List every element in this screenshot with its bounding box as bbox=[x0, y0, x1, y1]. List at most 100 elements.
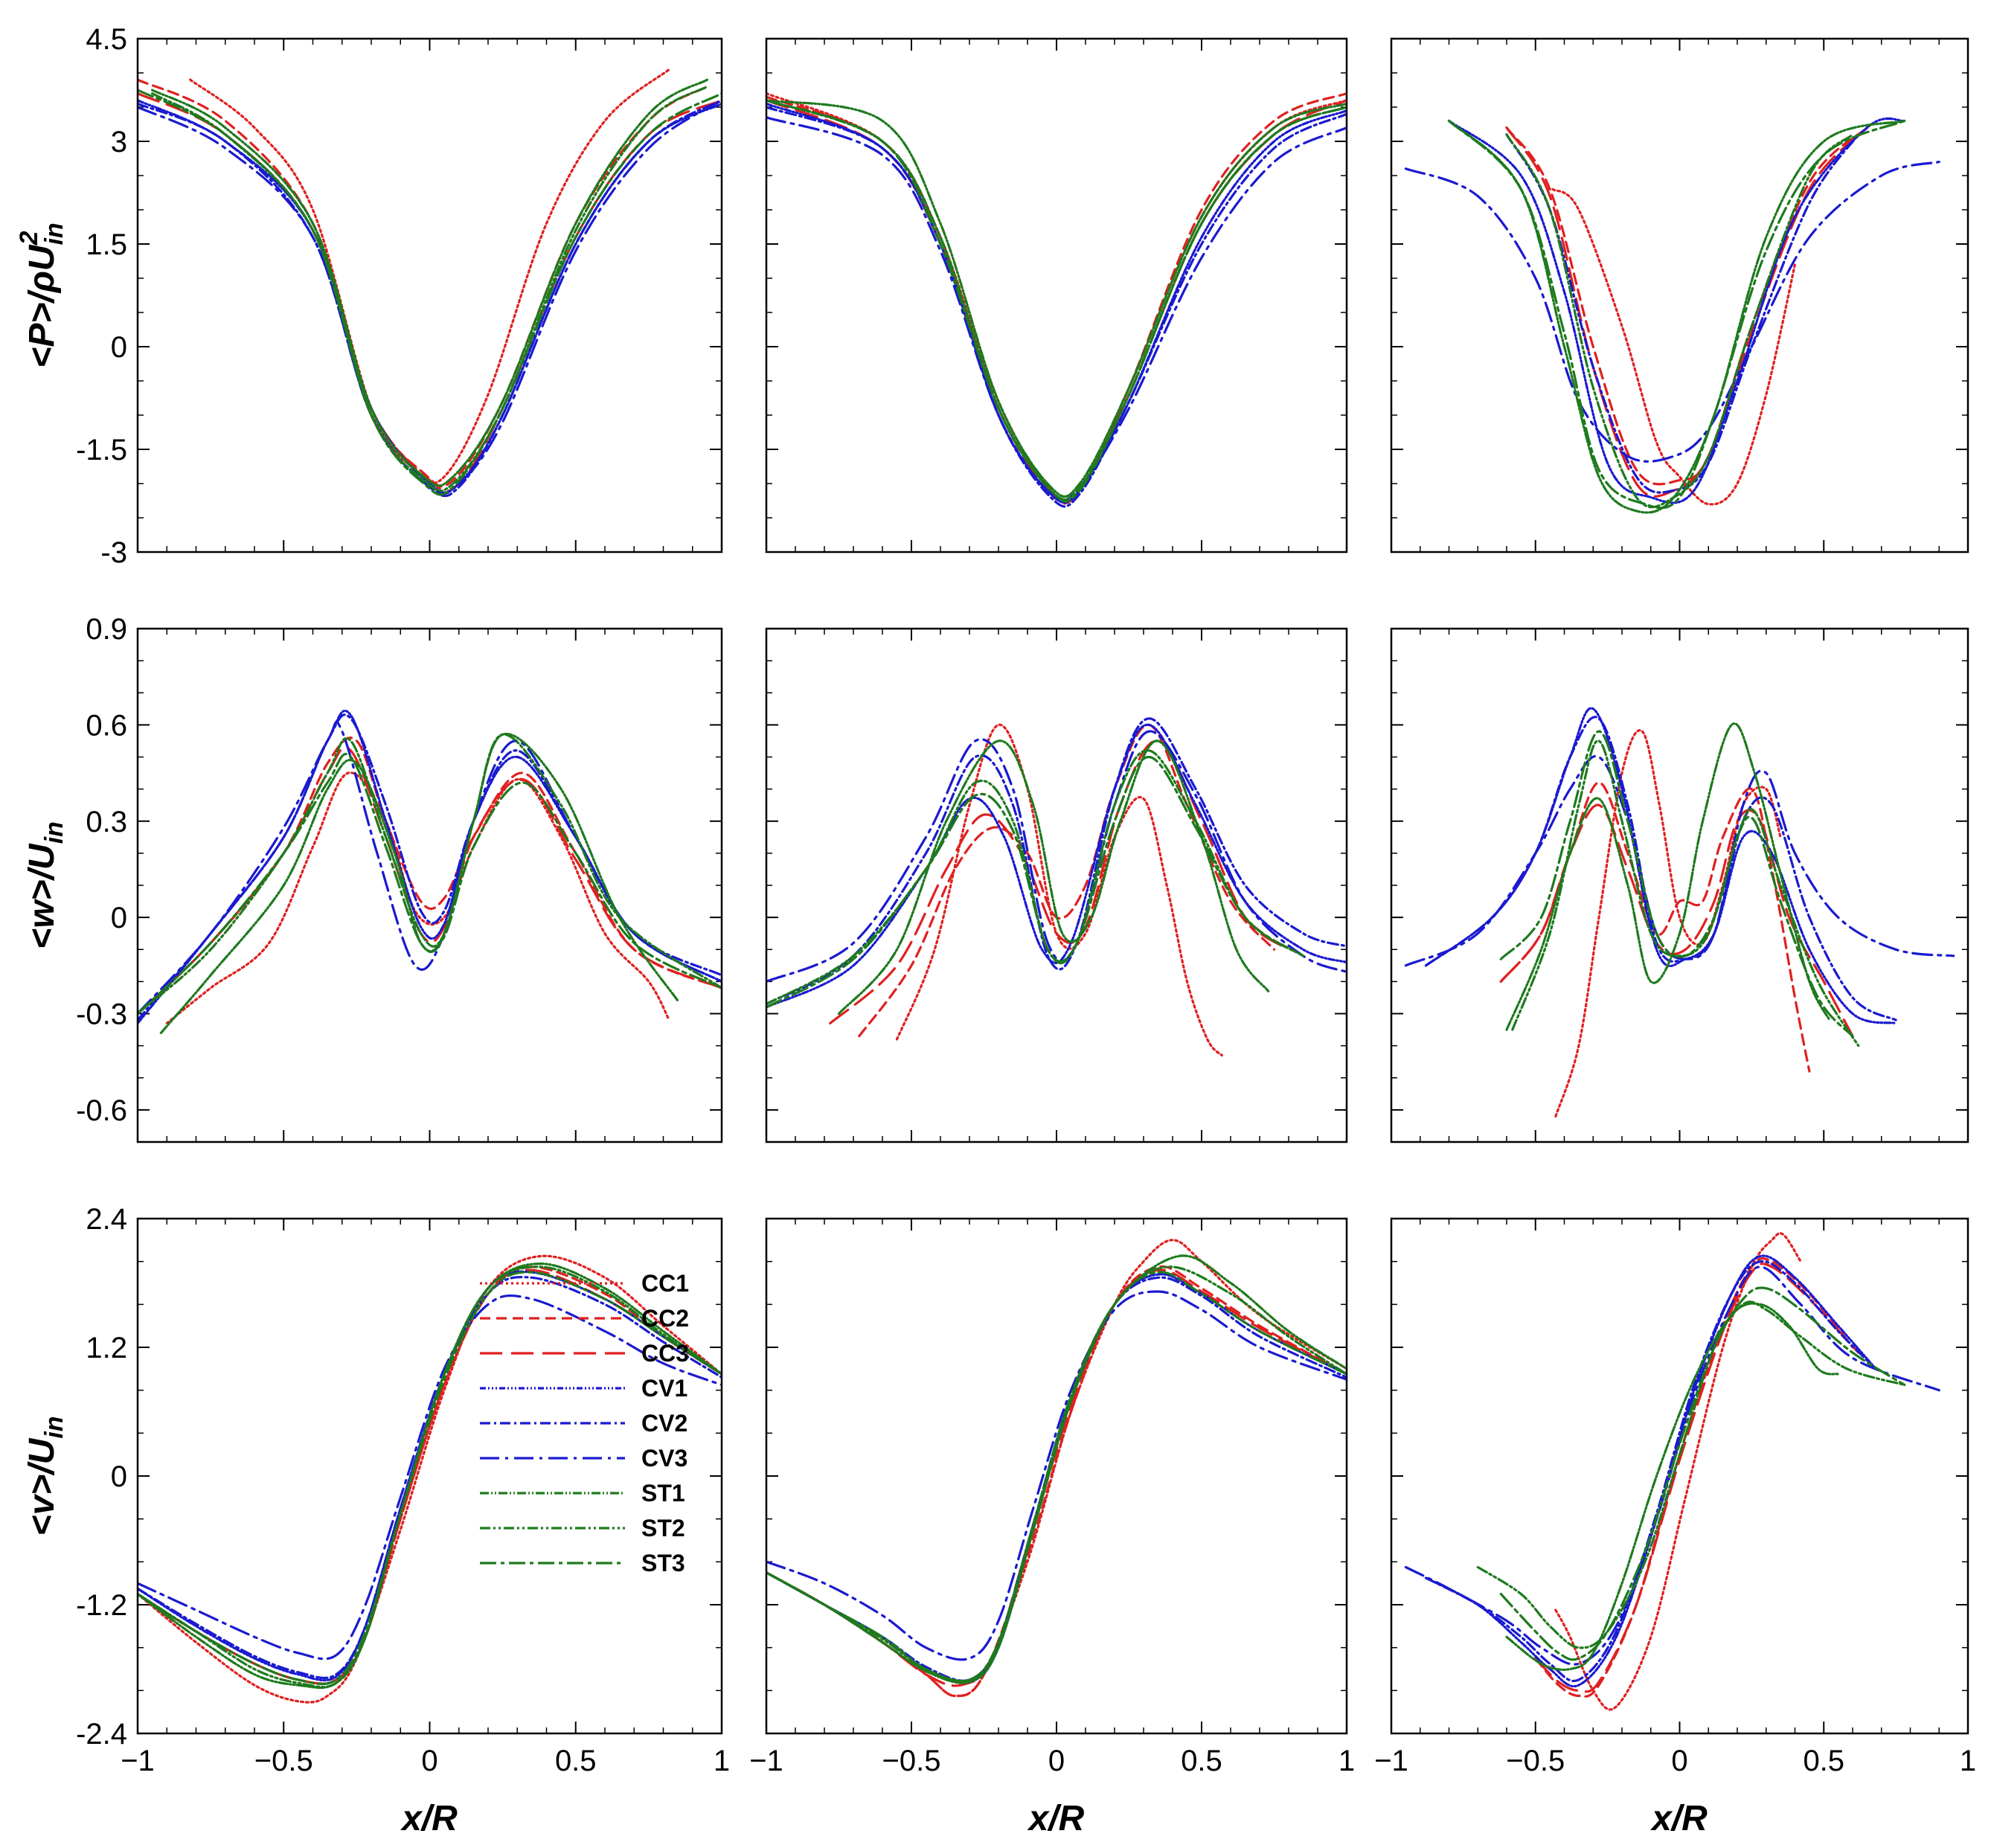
y-tick-label: 4.5 bbox=[86, 23, 127, 56]
series-group bbox=[766, 1239, 1347, 1698]
y-tick-label: -3 bbox=[100, 536, 127, 569]
panel-frame bbox=[1390, 1217, 1969, 1735]
series-group bbox=[1404, 707, 1955, 1118]
series-line-st3 bbox=[1499, 1286, 1906, 1661]
panel-frame bbox=[136, 37, 723, 554]
series-line-cv3 bbox=[1404, 1265, 1940, 1666]
series-group bbox=[766, 92, 1347, 508]
series-line-cv2 bbox=[1424, 1260, 1877, 1683]
y-tick-label: -1.5 bbox=[76, 434, 127, 466]
series-group bbox=[766, 717, 1347, 1057]
panel-frame bbox=[136, 627, 723, 1143]
legend-item-cc1: CC1 bbox=[480, 1270, 689, 1297]
series-line-st1 bbox=[1505, 722, 1831, 1031]
series-line-st1 bbox=[1447, 119, 1906, 514]
panel-row3-col2: −1 −0.5 0 0.5 1 bbox=[749, 1217, 1355, 1777]
y-tick-label: -0.6 bbox=[76, 1094, 127, 1127]
panel-frame bbox=[136, 1217, 723, 1735]
series-line-cc2 bbox=[138, 737, 722, 1016]
series-line-cv3 bbox=[1404, 161, 1940, 463]
series-line-cv3 bbox=[138, 99, 722, 495]
x-tick-label: 0 bbox=[1671, 1745, 1687, 1777]
series-line-cv2 bbox=[138, 1275, 722, 1679]
panel-row3-col3: −1 −0.5 0 0.5 1 bbox=[1374, 1217, 1976, 1777]
series-line-cc1 bbox=[138, 1254, 722, 1704]
x-axis-title: x/R bbox=[1027, 1799, 1085, 1838]
y-tick-label: -1.2 bbox=[76, 1589, 127, 1622]
series-line-cc3 bbox=[1534, 1263, 1860, 1693]
panel-row2-col1: 0.9 0.6 0.3 0 -0.3 -0.6 bbox=[76, 613, 723, 1143]
series-group bbox=[138, 1254, 722, 1704]
panel-row1-col2 bbox=[765, 37, 1348, 554]
series-line-cc1 bbox=[1551, 187, 1797, 506]
series-line-cv1 bbox=[766, 723, 1347, 1009]
series-line-cv1 bbox=[138, 1270, 722, 1682]
series-line-st2 bbox=[1511, 739, 1860, 1047]
legend-item-cv1: CV1 bbox=[480, 1375, 687, 1402]
x-tick-label: 0 bbox=[421, 1745, 437, 1777]
series-line-cc2 bbox=[138, 1265, 722, 1685]
x-tick-label: 1 bbox=[1960, 1745, 1976, 1777]
series-line-cv3 bbox=[138, 720, 722, 1016]
panel-frame bbox=[765, 627, 1348, 1143]
y-tick-label: 0 bbox=[111, 902, 127, 934]
series-line-st1 bbox=[1505, 1302, 1840, 1671]
series-line-st2 bbox=[1505, 133, 1854, 509]
x-axis-title: x/R bbox=[1649, 1799, 1708, 1838]
legend: CC1 CC2 CC3 CV1 CV2 CV3 ST1 ST2 ST3 bbox=[480, 1270, 689, 1576]
series-line-cv3 bbox=[766, 730, 1347, 983]
series-line-cc2 bbox=[858, 723, 1276, 1038]
series-line-st1 bbox=[159, 732, 679, 1034]
x-tick-label: −0.5 bbox=[254, 1745, 313, 1777]
y-axis-title: <P>/ρUin2 bbox=[15, 222, 68, 368]
y-tick-label: -2.4 bbox=[76, 1718, 127, 1751]
legend-item-cc2: CC2 bbox=[480, 1305, 689, 1332]
y-tick-label: 0 bbox=[111, 331, 127, 364]
y-tick-label: 1.2 bbox=[86, 1332, 127, 1364]
panel-frame bbox=[765, 1217, 1348, 1735]
y-tick-label: 3 bbox=[111, 126, 127, 158]
legend-label: CC1 bbox=[641, 1270, 689, 1297]
panel-row1-col1: 4.5 3 1.5 0 -1.5 -3 bbox=[76, 23, 723, 569]
series-line-st1 bbox=[151, 78, 708, 487]
y-tick-label: -0.3 bbox=[76, 998, 127, 1031]
x-tick-label: −1 bbox=[1374, 1745, 1408, 1777]
x-tick-label: 1 bbox=[1338, 1745, 1355, 1777]
series-line-cv1 bbox=[138, 99, 722, 494]
y-tick-label: 2.4 bbox=[86, 1203, 127, 1236]
series-group bbox=[138, 709, 722, 1034]
legend-label: ST2 bbox=[641, 1515, 685, 1541]
y-tick-label: 0 bbox=[111, 1460, 127, 1493]
series-group bbox=[138, 68, 722, 498]
legend-label: ST3 bbox=[641, 1550, 685, 1576]
panel-frame bbox=[1390, 37, 1969, 554]
series-line-st2 bbox=[766, 749, 1305, 1006]
x-axis-title: x/R bbox=[400, 1799, 458, 1838]
series-line-cc1 bbox=[766, 1239, 1347, 1698]
panel-frame bbox=[1390, 627, 1969, 1143]
legend-label: CV2 bbox=[641, 1410, 687, 1437]
panel-row3-col1: 2.4 1.2 0 -1.2 -2.4−1 −0.5 0 0.5 1 bbox=[76, 1203, 730, 1777]
series-line-st3 bbox=[1447, 119, 1906, 510]
y-axis-title: <v>/Uin bbox=[22, 1417, 68, 1536]
legend-label: CC3 bbox=[641, 1340, 689, 1367]
ylabels-layer: <P>/ρUin2 <w>/Uin <v>/Uin bbox=[15, 222, 68, 1536]
series-line-cv1 bbox=[1447, 117, 1906, 504]
legend-item-cc3: CC3 bbox=[480, 1340, 689, 1367]
series-line-cc3 bbox=[138, 745, 722, 1016]
series-line-cv2 bbox=[138, 99, 722, 498]
series-line-cv2 bbox=[1424, 716, 1897, 1021]
legend-item-st3: ST3 bbox=[480, 1550, 685, 1576]
series-line-st3 bbox=[138, 752, 722, 1016]
x-tick-label: 0.5 bbox=[555, 1745, 597, 1777]
x-tick-label: 0.5 bbox=[1803, 1745, 1844, 1777]
series-line-cv2 bbox=[138, 713, 722, 1021]
x-tick-label: 0.5 bbox=[1181, 1745, 1222, 1777]
series-line-st3 bbox=[766, 99, 1347, 503]
panel-row2-col3 bbox=[1390, 627, 1969, 1143]
series-line-st3 bbox=[766, 1271, 1347, 1683]
y-axis-title: <w>/Uin bbox=[22, 821, 68, 949]
series-line-cv1 bbox=[1424, 1254, 1877, 1688]
series-line-cc3 bbox=[829, 739, 1290, 1024]
